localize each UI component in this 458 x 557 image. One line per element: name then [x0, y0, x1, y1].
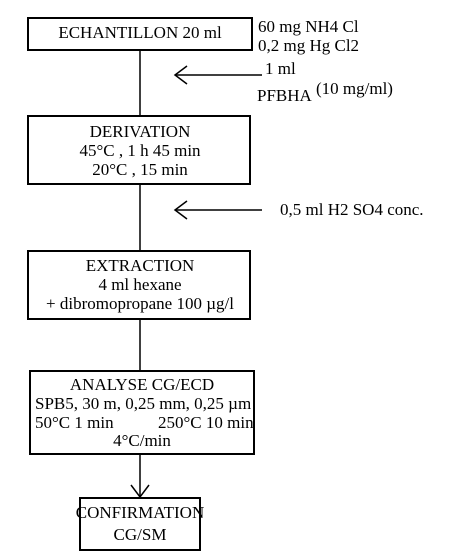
box-text: EXTRACTION: [86, 256, 195, 275]
box: [29, 370, 255, 455]
annotation: 0,2 mg Hg Cl2: [258, 36, 359, 55]
arrow-head: [173, 200, 188, 220]
box-text: 4°C/min: [113, 431, 171, 450]
box-text: DERIVATION: [90, 122, 191, 141]
box-text: ECHANTILLON 20 ml: [58, 23, 222, 42]
box-text: 250°C 10 min: [158, 413, 254, 432]
box: [79, 497, 201, 551]
box-text: 4 ml hexane: [98, 275, 181, 294]
arrow-head: [173, 65, 188, 85]
box-text: ANALYSE CG/ECD: [70, 375, 214, 394]
box-text: 50°C 1 min: [35, 413, 114, 432]
annotation: 1 ml: [265, 59, 296, 78]
box: [27, 17, 253, 51]
box-text: CONFIRMATION: [76, 503, 204, 522]
box-text: 45°C , 1 h 45 min: [79, 141, 201, 160]
annotation: (10 mg/ml): [316, 79, 393, 98]
annotation: 60 mg NH4 Cl: [258, 17, 359, 36]
box-text: CG/SM: [114, 525, 167, 544]
box-text: 20°C , 15 min: [92, 160, 188, 179]
box-text: SPB5, 30 m, 0,25 mm, 0,25 µm: [35, 394, 251, 413]
box-text: + dibromopropane 100 µg/l: [46, 294, 234, 313]
box: [27, 115, 251, 185]
box: [27, 250, 251, 320]
annotation: PFBHA: [257, 86, 313, 105]
annotation: 0,5 ml H2 SO4 conc.: [280, 200, 424, 219]
